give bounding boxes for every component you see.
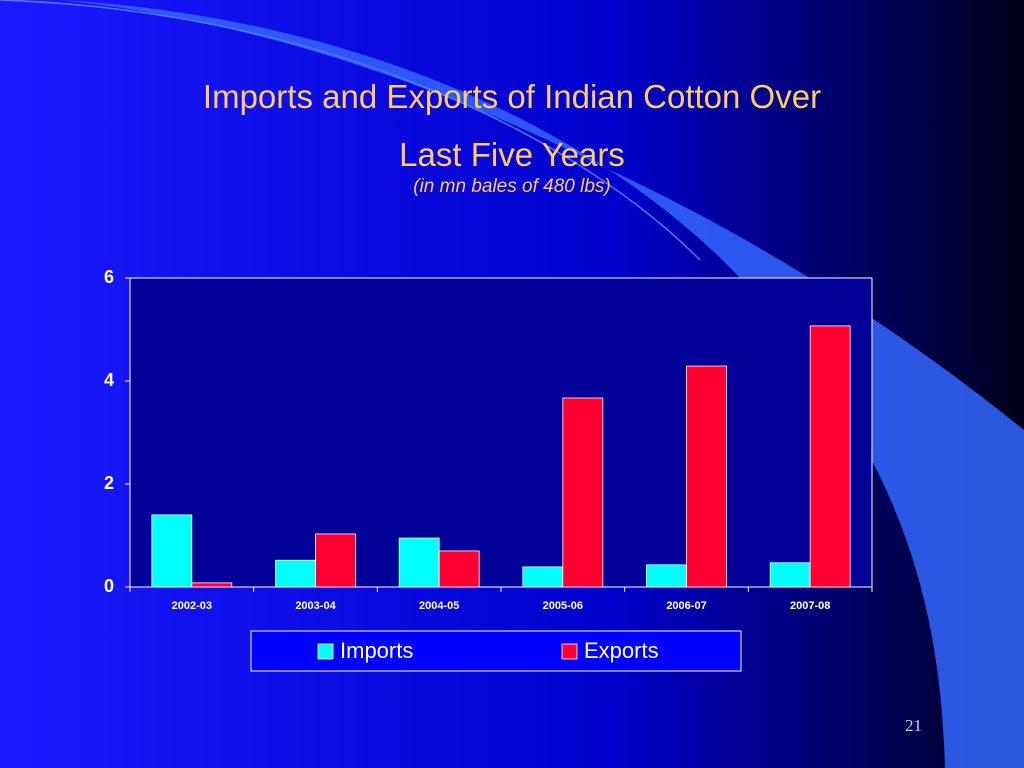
plot-area: [129, 277, 873, 588]
x-tick-label: 2003-04: [295, 600, 336, 612]
x-tick-label: 2002-03: [172, 600, 212, 612]
legend-swatch: [561, 643, 578, 660]
bar: [809, 325, 851, 588]
legend-label: Exports: [584, 638, 659, 663]
bar: [398, 537, 440, 588]
bar: [562, 397, 604, 588]
chart-subtitle: (in mn bales of 480 lbs): [413, 176, 611, 197]
bar: [191, 582, 233, 588]
page-number: 21: [905, 716, 922, 735]
bar: [275, 559, 316, 588]
bar: [686, 365, 727, 588]
bar: [769, 562, 811, 588]
bar: [315, 533, 356, 588]
bar: [438, 550, 480, 588]
y-tick-label: 0: [104, 576, 114, 596]
y-tick-label: 6: [104, 267, 114, 287]
chart-title: Imports and Exports of Indian Cotton Ove…: [202, 78, 822, 173]
legend-label: Imports: [340, 638, 413, 663]
bar: [151, 514, 193, 588]
y-tick-label: 4: [104, 370, 114, 390]
legend-swatch: [317, 643, 334, 660]
x-tick-label: 2006-07: [666, 600, 706, 612]
y-tick-label: 2: [104, 473, 114, 493]
bar: [646, 564, 687, 588]
x-tick-label: 2007-08: [790, 600, 830, 612]
x-tick-label: 2004-05: [419, 600, 459, 612]
decor-line: [0, 0, 701, 261]
bar: [522, 566, 564, 588]
x-tick-label: 2005-06: [543, 600, 583, 612]
